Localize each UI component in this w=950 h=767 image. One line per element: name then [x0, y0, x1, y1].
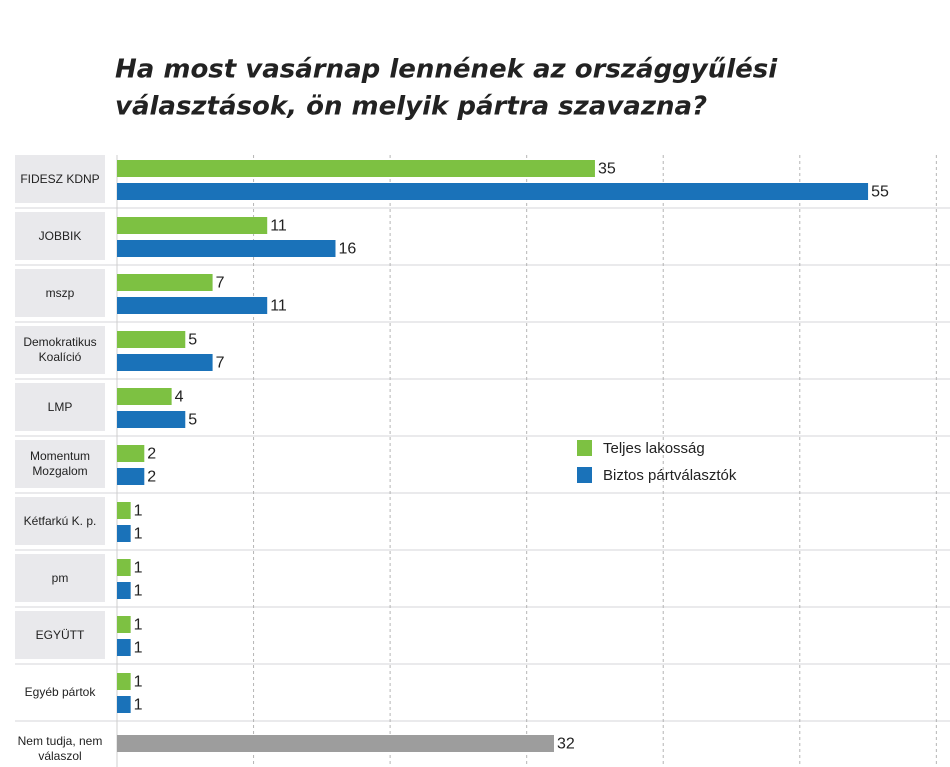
category-label: Nem tudja, nem válaszol — [17, 734, 103, 763]
category-box — [15, 725, 105, 767]
value-label: 11 — [270, 298, 287, 315]
category-label: Egyéb pártok — [24, 684, 96, 699]
value-label: 1 — [134, 697, 143, 714]
bar — [117, 502, 131, 519]
category-box — [15, 611, 105, 659]
value-label: 32 — [557, 736, 575, 753]
chart-title: Ha most vasárnap lennének az országgyűlé… — [115, 55, 778, 85]
value-label: 16 — [338, 241, 356, 258]
value-label: 1 — [134, 674, 143, 691]
bar — [117, 616, 131, 633]
bar — [117, 331, 186, 348]
category-label: pm — [51, 570, 69, 585]
category-box — [15, 668, 105, 716]
legend-label: Biztos pártválasztók — [603, 467, 737, 484]
value-label: 35 — [598, 161, 616, 178]
value-label: 1 — [134, 617, 143, 634]
bar — [117, 240, 336, 257]
value-label: 2 — [147, 446, 156, 463]
value-label: 1 — [134, 503, 143, 520]
value-label: 7 — [216, 275, 225, 292]
value-label: 1 — [134, 583, 143, 600]
category-label: Demokratikus Koalíció — [23, 335, 97, 364]
bar — [117, 582, 131, 599]
value-label: 4 — [175, 389, 184, 406]
category-label: Momentum Mozgalom — [29, 449, 91, 478]
bar — [117, 297, 268, 314]
value-label: 11 — [270, 218, 287, 235]
legend-swatch — [577, 440, 592, 456]
bar — [117, 525, 131, 542]
bar — [117, 411, 186, 428]
value-label: 55 — [871, 184, 889, 201]
bar — [117, 160, 595, 177]
category-box — [15, 269, 105, 317]
bar — [117, 559, 131, 576]
chart-title: választások, ön melyik pártra szavazna? — [115, 92, 707, 122]
value-label: 5 — [188, 412, 197, 429]
category-box — [15, 212, 105, 260]
bar — [117, 388, 172, 405]
category-box — [15, 440, 105, 488]
category-label: LMP — [47, 399, 73, 414]
value-label: 1 — [134, 526, 143, 543]
category-box — [15, 383, 105, 431]
bar — [117, 217, 268, 234]
bar — [117, 183, 869, 200]
category-label: FIDESZ KDNP — [20, 171, 100, 186]
bar — [117, 696, 131, 713]
bar — [117, 354, 213, 371]
bar — [117, 274, 213, 291]
category-box — [15, 326, 105, 374]
value-label: 7 — [216, 355, 225, 372]
category-label: EGYÜTT — [35, 627, 85, 642]
category-box — [15, 497, 105, 545]
value-label: 1 — [134, 640, 143, 657]
category-label: JOBBIK — [38, 228, 82, 243]
legend-swatch — [577, 467, 592, 483]
bar — [117, 735, 554, 752]
bar — [117, 673, 131, 690]
bar — [117, 445, 145, 462]
bar — [117, 468, 145, 485]
bar — [117, 639, 131, 656]
category-box — [15, 155, 105, 203]
legend-label: Teljes lakosság — [603, 440, 705, 457]
value-label: 2 — [147, 469, 156, 486]
category-box — [15, 554, 105, 602]
value-label: 5 — [188, 332, 197, 349]
value-label: 1 — [134, 560, 143, 577]
category-label: mszp — [45, 285, 75, 300]
category-label: Kétfarkú K. p. — [23, 513, 97, 528]
